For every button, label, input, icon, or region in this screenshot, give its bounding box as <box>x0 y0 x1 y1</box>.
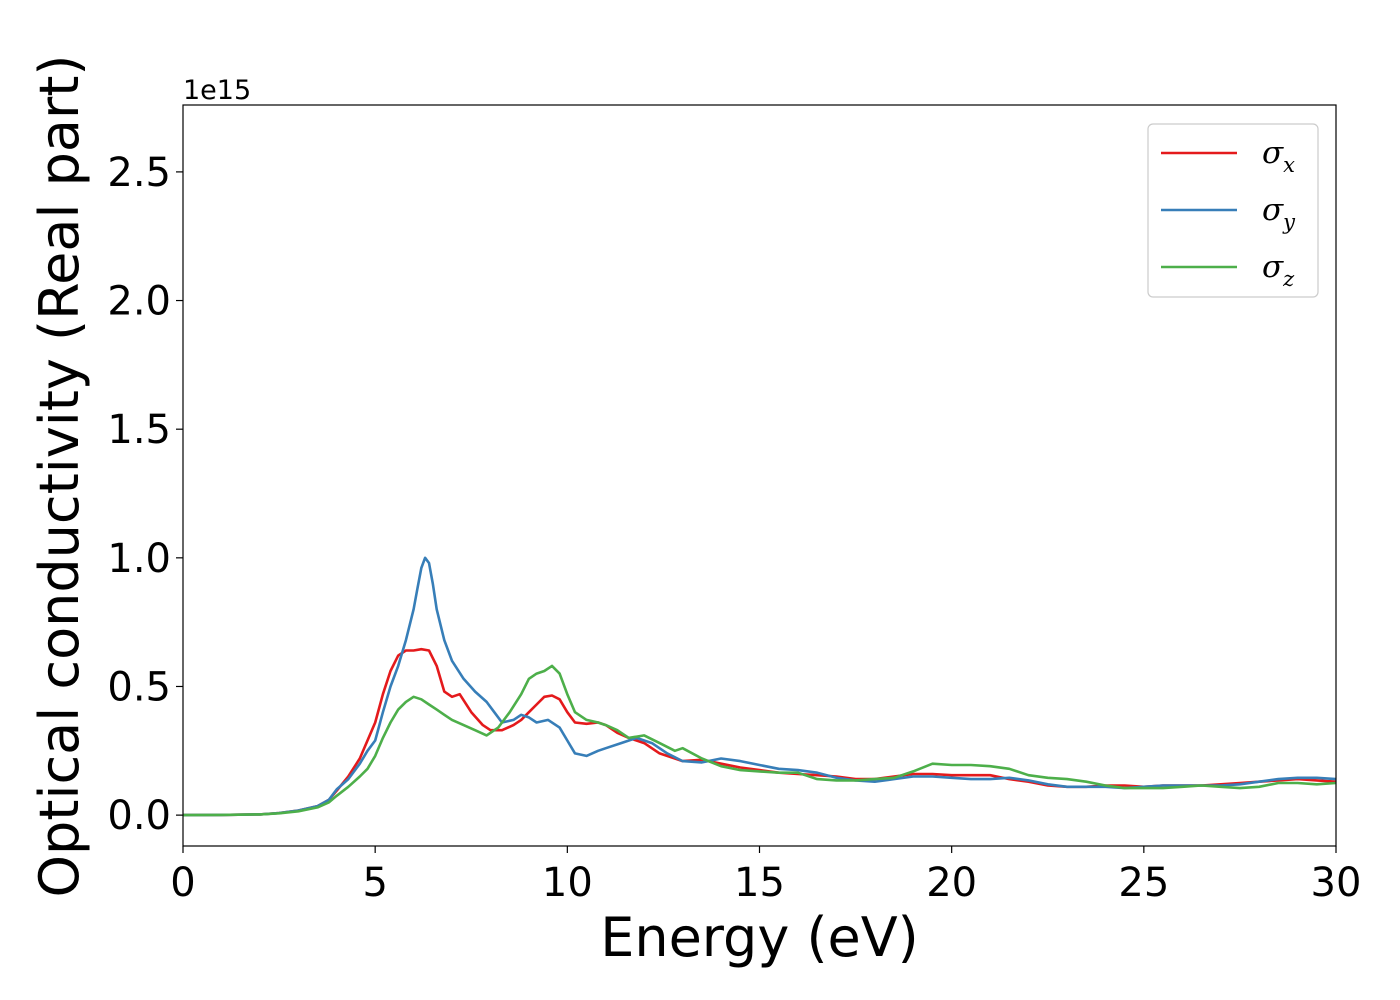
series-line-y <box>183 556 1336 817</box>
y-tick-label: 2.0 <box>107 279 171 325</box>
legend-symbol: σ <box>1262 135 1284 171</box>
x-tick-label: 25 <box>1118 860 1169 906</box>
series-layer <box>183 556 1336 817</box>
y-axis-ticks: 0.0 0.5 1.0 1.5 2.0 2.5 <box>107 150 183 839</box>
x-tick-label: 30 <box>1311 860 1362 906</box>
legend-subscript: x <box>1283 153 1295 177</box>
legend-subscript: y <box>1282 210 1296 234</box>
x-tick-label: 0 <box>170 860 195 906</box>
series-line-z <box>183 664 1336 817</box>
x-tick-label: 10 <box>542 860 593 906</box>
y-tick-label: 1.0 <box>107 536 171 582</box>
x-tick-label: 5 <box>362 860 387 906</box>
x-tick-label: 15 <box>734 860 785 906</box>
x-axis-label: Energy (eV) <box>600 906 919 969</box>
x-tick-label: 20 <box>926 860 977 906</box>
y-tick-label: 0.5 <box>107 664 171 710</box>
legend-label-z: σz <box>1262 249 1295 291</box>
y-offset-text: 1e15 <box>183 75 251 106</box>
y-axis-label: Optical conductivity (Real part) <box>28 55 91 898</box>
legend-label-y: σy <box>1262 192 1296 234</box>
legend-symbol: σ <box>1262 249 1284 285</box>
y-tick-label: 1.5 <box>107 407 171 453</box>
legend-subscript: z <box>1282 267 1295 291</box>
y-tick-label: 2.5 <box>107 150 171 196</box>
x-axis-ticks: 0 5 10 15 20 25 30 <box>170 846 1361 906</box>
legend-symbol: σ <box>1262 192 1284 228</box>
legend-label-x: σx <box>1262 135 1295 177</box>
y-tick-label: 0.0 <box>107 793 171 839</box>
